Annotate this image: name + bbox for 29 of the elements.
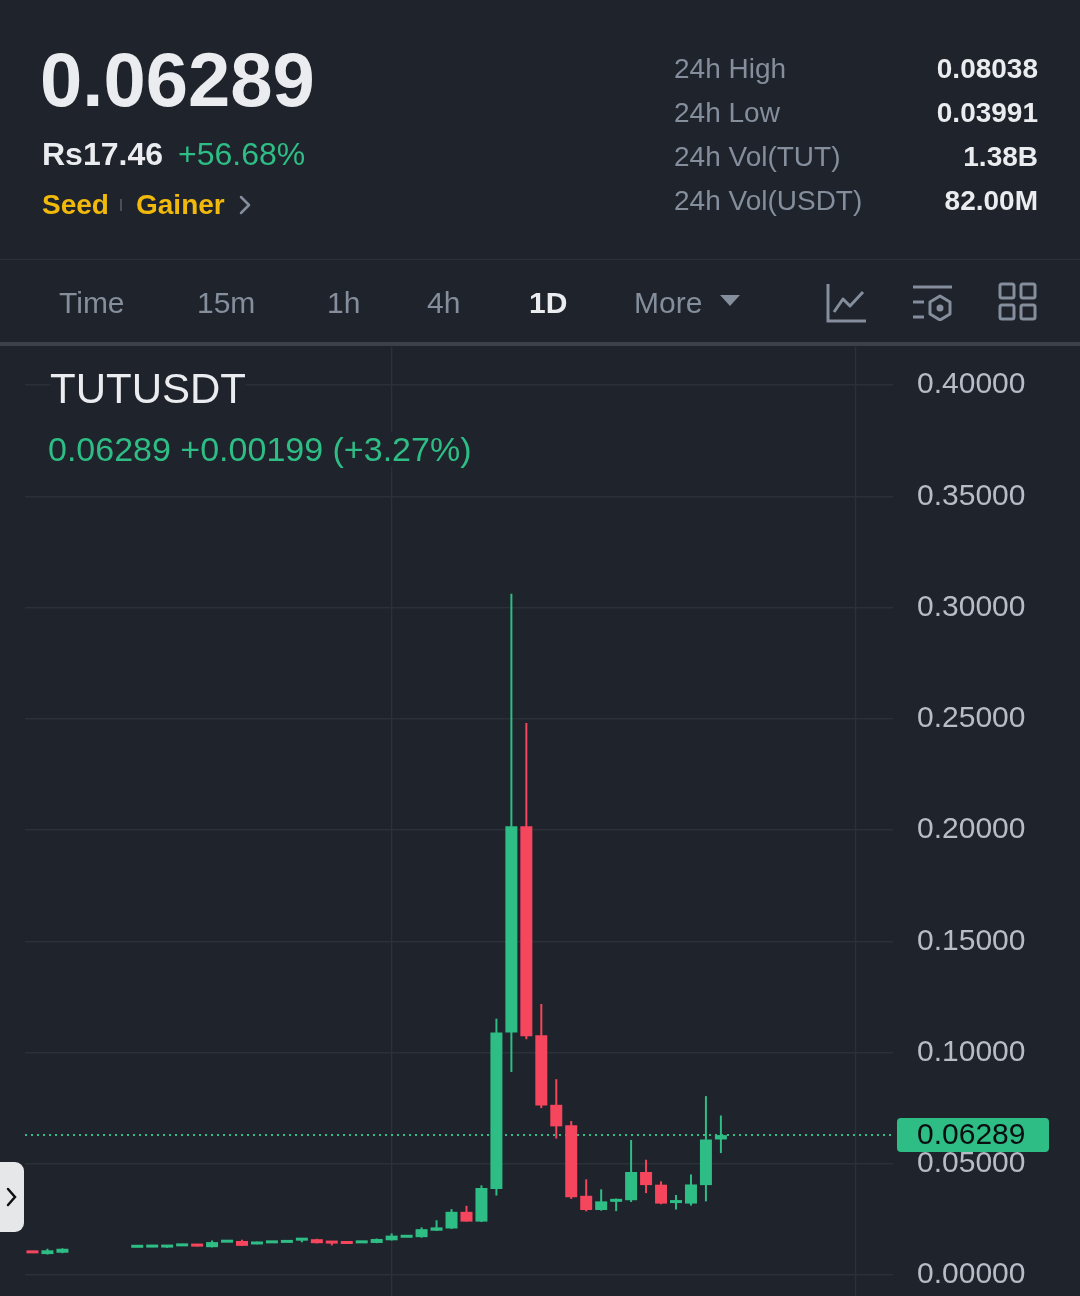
text: 0.03991 (936, 97, 1038, 129)
y-tick-label: 0.35000 (917, 477, 1026, 511)
text: 0.06289 +0.00199 (+3.27%) (48, 430, 472, 469)
text: 0.08038 (936, 53, 1038, 85)
y-tick-label: 0.40000 (917, 366, 1026, 400)
y-tick-label: 0.20000 (917, 811, 1026, 845)
y-tick-label: 0.00000 (917, 1256, 1026, 1290)
text: 82.00M (944, 185, 1038, 217)
text: Seed (42, 189, 109, 221)
y-tick-label: 0.30000 (917, 588, 1026, 622)
text: 4h (427, 286, 461, 320)
chart-title: TUTUSDT (50, 364, 246, 412)
text: 1D (529, 286, 568, 320)
text: 24h Low (674, 97, 780, 129)
text: 0.06289 (40, 36, 315, 122)
text: Rs17.46 (42, 136, 163, 173)
text: Gainer (136, 189, 225, 221)
text: 1.38B (963, 141, 1038, 173)
text: 1h (327, 286, 361, 320)
y-tick-label: 0.15000 (917, 922, 1026, 956)
text: 15m (197, 286, 256, 320)
y-tick-label: 0.10000 (917, 1033, 1026, 1067)
text: 24h Vol(TUT) (674, 141, 841, 173)
text: +56.68% (178, 136, 306, 173)
text: Time (59, 286, 125, 320)
text: More (634, 286, 703, 320)
text: 24h High (674, 53, 787, 85)
y-tick-label: 0.25000 (917, 700, 1026, 734)
text: 24h Vol(USDT) (674, 185, 863, 217)
